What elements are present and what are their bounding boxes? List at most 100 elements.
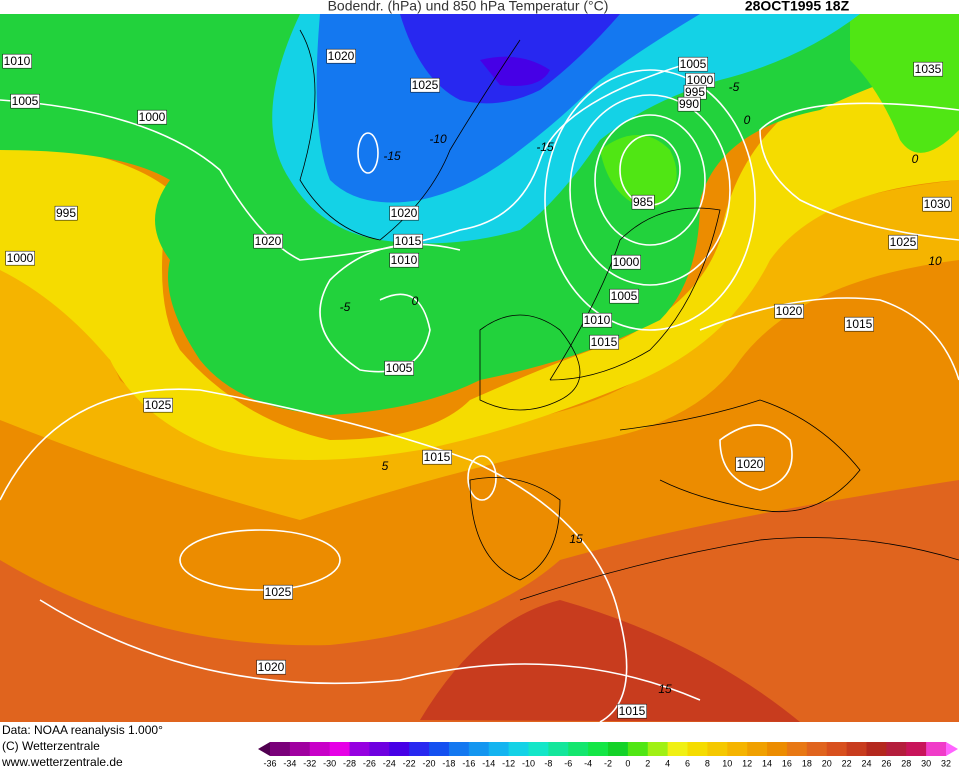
title: Bodendr. (hPa) und 850 hPa Temperatur (°…	[328, 0, 609, 14]
isobar-label: 995	[685, 85, 705, 99]
legend-swatch	[647, 742, 669, 756]
isobar-label-box	[410, 77, 440, 93]
legend-swatch	[528, 742, 549, 756]
legend-swatch	[429, 742, 450, 756]
isobar	[0, 388, 628, 723]
isobar-label-box	[253, 233, 283, 249]
isotherm-label: 15	[569, 532, 583, 546]
legend-swatch	[806, 742, 828, 756]
isotherm-label: -5	[340, 300, 351, 314]
coastline-greenland	[299, 29, 521, 241]
legend-swatch	[906, 742, 927, 756]
legend-swatch	[349, 742, 370, 756]
legend-label: -30	[323, 758, 336, 768]
field-darkred	[420, 600, 800, 722]
isobar-label-box	[678, 56, 708, 72]
isobar-label: 1015	[619, 704, 646, 718]
isobar-label: 1030	[924, 197, 951, 211]
isobar	[719, 424, 793, 491]
field-blue	[316, 14, 700, 203]
legend-label: 28	[901, 758, 911, 768]
field-lightorange	[0, 180, 959, 520]
isobar-label: 1025	[145, 398, 172, 412]
isotherm-labels: -15 -10 -5 0 10 5 15 15 -15 0 -5 0	[340, 80, 942, 696]
legend-label: -12	[502, 758, 515, 768]
legend-label: -32	[303, 758, 316, 768]
isobar-label-box	[137, 109, 167, 125]
isobar	[319, 243, 461, 373]
legend-label: 24	[861, 758, 871, 768]
isobar-label: 1000	[139, 110, 166, 124]
legend-swatch	[508, 742, 529, 756]
legend-swatch	[886, 742, 907, 756]
temperature-field	[0, 14, 959, 722]
isobar-label-box	[393, 233, 423, 249]
legend-arrow-right	[946, 742, 958, 756]
isobar-label: 1020	[391, 206, 418, 220]
isotherm-label: 0	[412, 294, 419, 308]
legend-label: 20	[822, 758, 832, 768]
isobar-label-box	[422, 449, 452, 465]
field-lightgreen-ne	[850, 14, 959, 153]
legend-label: 16	[782, 758, 792, 768]
footer-copyright: (C) Wetterzentrale	[2, 739, 100, 753]
isobar-label: 990	[679, 97, 699, 111]
legend-label: 18	[802, 758, 812, 768]
isobar-label: 1025	[265, 585, 292, 599]
isobar-label: 1025	[412, 78, 439, 92]
legend-swatch	[826, 742, 848, 756]
isobar-label-box	[774, 303, 804, 319]
legend-label: -14	[482, 758, 495, 768]
legend-label: 10	[722, 758, 732, 768]
isobar-label: 1035	[915, 62, 942, 76]
isotherm-label: 0	[744, 113, 751, 127]
isotherm-label: -15	[536, 140, 554, 154]
isobar-label: 1005	[611, 289, 638, 303]
legend-label: -34	[283, 758, 296, 768]
isobar-label: 1005	[386, 361, 413, 375]
legend-label: -4	[584, 758, 592, 768]
legend-swatch	[409, 742, 430, 756]
isobar-label: 1000	[613, 255, 640, 269]
legend-label: -22	[403, 758, 416, 768]
coastlines	[299, 29, 959, 601]
legend-swatch	[608, 742, 629, 756]
legend-swatch	[389, 742, 410, 756]
legend-label: -8	[544, 758, 552, 768]
isobar-label: 1010	[391, 253, 418, 267]
isobar-label-box	[10, 93, 40, 109]
legend-swatch	[707, 742, 728, 756]
isobar	[569, 94, 731, 286]
field-red	[0, 480, 959, 722]
legend-label: -16	[462, 758, 475, 768]
legend-label: 6	[685, 758, 690, 768]
isobar-label-box	[631, 194, 655, 210]
legend-swatch	[270, 742, 291, 756]
isobar-label: 1020	[258, 660, 285, 674]
legend-swatch	[468, 742, 490, 756]
isobar-label-box	[389, 205, 419, 221]
legend-label: 12	[742, 758, 752, 768]
isobar-label-box	[617, 703, 647, 719]
legend-label: 22	[842, 758, 852, 768]
isobar-label: 1015	[424, 450, 451, 464]
legend-label: 8	[705, 758, 710, 768]
legend-swatch	[369, 742, 390, 756]
field-low-core	[600, 135, 677, 210]
date: 28OCT1995 18Z	[745, 0, 850, 14]
coastline-africa	[519, 537, 959, 601]
legend-swatch	[767, 742, 788, 756]
legend-swatch	[846, 742, 867, 756]
legend-label: 32	[941, 758, 951, 768]
legend-label: 14	[762, 758, 772, 768]
isobar	[699, 297, 959, 381]
legend-label: -6	[564, 758, 572, 768]
legend-label: -36	[263, 758, 276, 768]
isobar	[467, 455, 497, 501]
legend-swatch	[329, 742, 351, 756]
legend-label: -2	[604, 758, 612, 768]
isobar	[544, 69, 756, 331]
field-yellow	[0, 60, 959, 460]
isobar-label: 1005	[12, 94, 39, 108]
isobar-label: 1010	[584, 313, 611, 327]
